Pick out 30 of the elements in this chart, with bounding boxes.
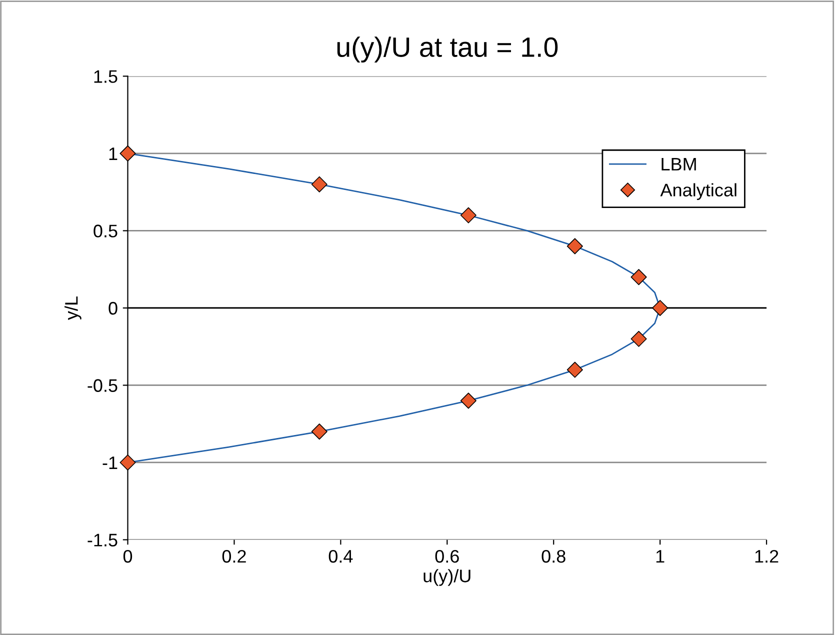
y-tick-label: 1.5 bbox=[94, 70, 118, 83]
x-tick-label: 0.6 bbox=[435, 550, 459, 563]
y-tick-label: 0 bbox=[108, 302, 118, 315]
point bbox=[460, 392, 476, 409]
x-axis-title: u(y)/U bbox=[424, 569, 470, 586]
point bbox=[311, 176, 328, 192]
y-tick-label: -1 bbox=[102, 456, 118, 470]
legend-label: Analytical bbox=[660, 183, 736, 200]
y-tick-label: 1 bbox=[109, 148, 118, 160]
x-tick-label: 0.4 bbox=[328, 550, 353, 563]
legend-label: LBM bbox=[662, 158, 696, 170]
point bbox=[652, 300, 668, 316]
point bbox=[630, 330, 647, 347]
point bbox=[460, 207, 476, 224]
point bbox=[566, 362, 583, 378]
point bbox=[311, 424, 328, 440]
point bbox=[630, 269, 647, 286]
x-tick-label: 1 bbox=[656, 550, 664, 563]
point bbox=[120, 145, 136, 162]
y-tick-label: -0.5 bbox=[88, 379, 118, 392]
point bbox=[566, 238, 583, 254]
y-tick-label: 0.5 bbox=[94, 224, 118, 238]
x-tick-label: 0.8 bbox=[542, 550, 566, 563]
x-tick-label: 0.2 bbox=[222, 550, 246, 563]
x-tick-label: 0 bbox=[123, 550, 132, 563]
chart-title: u(y)/U at tau = 1.0 bbox=[337, 36, 558, 63]
y-tick-label: -1.5 bbox=[88, 534, 118, 546]
point bbox=[120, 454, 136, 471]
y-axis-title: y/L bbox=[64, 296, 82, 320]
x-tick-label: 1.2 bbox=[755, 550, 778, 563]
